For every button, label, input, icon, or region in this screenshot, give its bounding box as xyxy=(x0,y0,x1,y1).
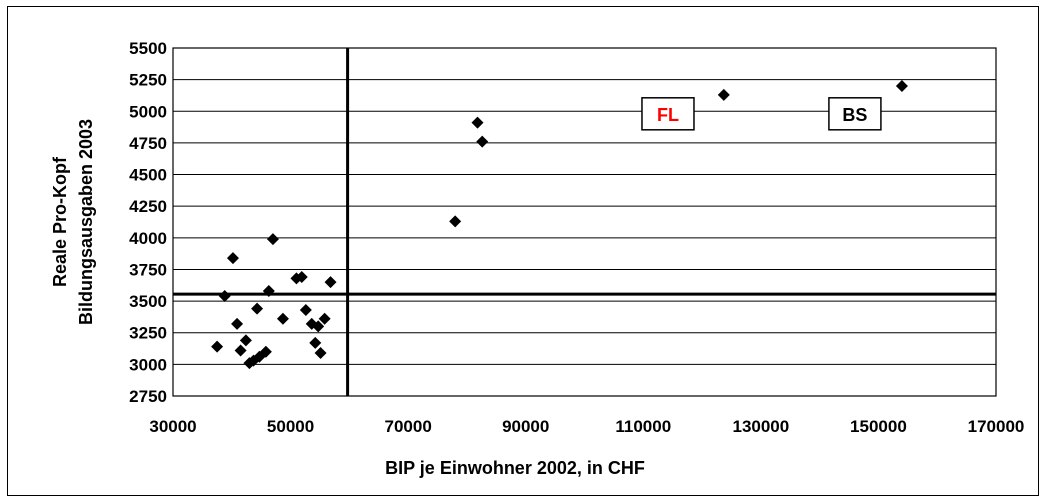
data-point-25 xyxy=(476,135,489,148)
data-point-26 xyxy=(717,88,730,101)
y-tick-label-4: 3750 xyxy=(129,260,167,279)
y-tick-labels: 2750 3000 3250 3500 3750 4000 4250 4500 4750 5000… xyxy=(129,39,167,406)
data-point-18 xyxy=(309,336,322,349)
data-point-16 xyxy=(299,303,312,316)
data-point-15 xyxy=(295,271,308,284)
data-point-19 xyxy=(312,320,325,333)
x-tick-label-4: 110000 xyxy=(615,417,671,436)
data-point-23 xyxy=(449,215,462,228)
data-point-10 xyxy=(259,345,272,358)
x-tick-labels: 30000 50000 70000 90000 110000 130000 150000 17… xyxy=(149,417,1024,436)
data-point-13 xyxy=(276,312,289,325)
data-point-5 xyxy=(239,334,252,347)
data-point-27 xyxy=(895,79,908,92)
reference-lines xyxy=(173,48,996,396)
data-point-1 xyxy=(218,290,231,303)
x-axis-title: BIP je Einwohner 2002, in CHF xyxy=(385,458,645,478)
data-point-3 xyxy=(231,317,244,330)
data-point-2 xyxy=(226,252,239,265)
data-point-0 xyxy=(211,340,224,353)
data-point-20 xyxy=(314,346,327,359)
y-tick-label-3: 3500 xyxy=(129,292,167,311)
y-tick-label-9: 5000 xyxy=(129,102,167,121)
x-tick-label-0: 30000 xyxy=(149,417,196,436)
y-tick-label-7: 4500 xyxy=(129,166,167,185)
annotation-label-1: BS xyxy=(842,105,867,125)
x-tick-label-7: 170000 xyxy=(968,417,1025,436)
chart-frame xyxy=(7,6,1039,496)
x-tick-label-5: 130000 xyxy=(732,417,789,436)
x-tick-label-3: 90000 xyxy=(502,417,549,436)
data-point-12 xyxy=(266,233,279,246)
data-point-21 xyxy=(318,312,331,325)
data-point-11 xyxy=(262,284,275,297)
x-tick-label-6: 150000 xyxy=(850,417,907,436)
y-tick-label-1: 3000 xyxy=(129,355,167,374)
annotation-fl: FL xyxy=(641,97,695,131)
x-tick-label-2: 70000 xyxy=(385,417,432,436)
annotation-bs: BS xyxy=(828,97,882,131)
plot-area xyxy=(172,47,997,397)
data-point-7 xyxy=(247,354,260,367)
y-tick-label-10: 5250 xyxy=(129,71,167,90)
data-point-4 xyxy=(234,344,247,357)
annotation-box-1 xyxy=(828,97,882,131)
data-points xyxy=(211,79,908,370)
y-tick-label-8: 4750 xyxy=(129,134,167,153)
data-point-24 xyxy=(471,116,484,129)
y-axis-title-line-2: Bildungsausgaben 2003 xyxy=(76,119,96,325)
y-tick-label-0: 2750 xyxy=(129,387,167,406)
annotations: FL BS xyxy=(641,97,882,131)
y-tick-label-6: 4250 xyxy=(129,197,167,216)
data-point-22 xyxy=(324,276,337,289)
x-tick-label-1: 50000 xyxy=(267,417,314,436)
data-point-8 xyxy=(251,302,264,315)
y-tick-label-11: 5500 xyxy=(129,39,167,58)
y-tick-label-5: 4000 xyxy=(129,229,167,248)
plot-border xyxy=(172,47,997,397)
y-axis-title-line-1: Reale Pro-Kopf xyxy=(50,156,70,287)
y-tick-label-2: 3250 xyxy=(129,324,167,343)
annotation-box-0 xyxy=(641,97,695,131)
annotation-label-0: FL xyxy=(657,105,679,125)
